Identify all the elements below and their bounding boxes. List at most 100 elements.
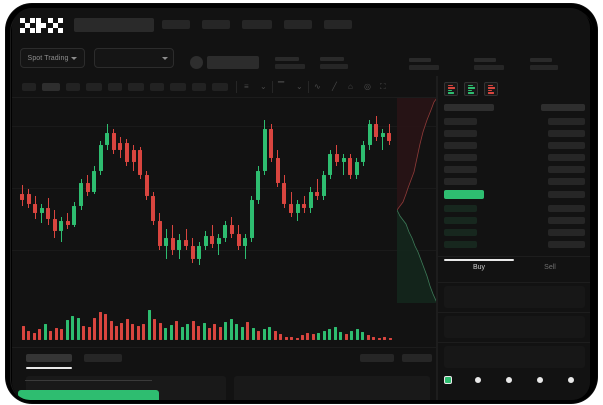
- timeframe-1[interactable]: [42, 83, 60, 91]
- volume-bar: [284, 337, 288, 340]
- timeframe-6[interactable]: [150, 83, 164, 91]
- orderbook-bid-size: [548, 217, 585, 224]
- bottom-tab-0[interactable]: [26, 354, 72, 362]
- timeframe-8[interactable]: [192, 83, 206, 91]
- okx-logo-icon[interactable]: [20, 18, 64, 33]
- timeframe-2[interactable]: [66, 83, 80, 91]
- indicators-icon[interactable]: ≡: [244, 82, 249, 91]
- orderbook-bids-bars: [467, 84, 475, 94]
- alert-icon[interactable]: ⌂: [348, 82, 353, 91]
- bottom-tab-1[interactable]: [84, 354, 122, 362]
- timeframe-5[interactable]: [128, 83, 144, 91]
- nav-item-1[interactable]: [202, 20, 230, 29]
- nav-item-4[interactable]: [324, 20, 352, 29]
- avatar: [190, 56, 203, 69]
- volume-bar: [350, 331, 354, 340]
- orderbook-ask-row[interactable]: [444, 130, 477, 137]
- submit-buy-button[interactable]: [18, 390, 159, 400]
- tab-sell[interactable]: Sell: [544, 264, 556, 271]
- timeframe-9[interactable]: [212, 83, 228, 91]
- orderbook-ask-size: [548, 178, 585, 185]
- amount-slider-node-4[interactable]: [568, 377, 574, 383]
- volume-bar: [361, 332, 365, 340]
- order-field-1[interactable]: [444, 316, 585, 338]
- bottom-tab-active-underline: [26, 367, 72, 369]
- volume-bar: [383, 337, 387, 340]
- amount-slider-node-1[interactable]: [475, 377, 481, 383]
- nav-item-0[interactable]: [162, 20, 190, 29]
- volume-bar: [235, 324, 239, 340]
- chart-type-icon[interactable]: ▔: [278, 82, 285, 91]
- tab-buy[interactable]: Buy: [472, 264, 486, 271]
- order-field-0[interactable]: [444, 286, 585, 308]
- volume-bar: [65, 320, 69, 340]
- chevron-down-icon: [71, 56, 78, 60]
- volume-bar: [38, 329, 42, 340]
- bottom-action-0[interactable]: [360, 354, 394, 362]
- volume-bar: [311, 334, 315, 340]
- order-field-2[interactable]: [444, 346, 585, 368]
- toolbar-divider-2: [272, 81, 273, 93]
- candlestick-chart[interactable]: [12, 98, 437, 303]
- orderbook-ask-row[interactable]: [444, 154, 477, 161]
- orderbook-header-size: [541, 104, 585, 111]
- bottom-action-1[interactable]: [402, 354, 432, 362]
- volume-bar: [164, 328, 168, 340]
- pair-select-dropdown[interactable]: [94, 48, 174, 68]
- line-tool-icon[interactable]: ∿: [314, 82, 321, 91]
- amount-slider-node-0[interactable]: [444, 376, 452, 384]
- app-screen: Spot Trading: [12, 8, 590, 400]
- buy-sell-tabs: Buy Sell: [438, 256, 590, 282]
- orderbook-bid-row[interactable]: [444, 205, 477, 212]
- orderbook-trade-panel: Buy Sell: [437, 76, 590, 400]
- volume-bar: [43, 324, 47, 340]
- orderbook-form-divider: [438, 256, 590, 257]
- settings-icon[interactable]: ◎: [364, 82, 371, 91]
- spot-trading-select[interactable]: Spot Trading: [20, 48, 85, 68]
- volume-bar: [279, 334, 283, 340]
- volume-bar: [22, 326, 25, 340]
- orderbook-ask-row[interactable]: [444, 118, 477, 125]
- timeframe-4[interactable]: [108, 83, 122, 91]
- orderbook-asks-bars: [487, 84, 495, 94]
- measure-icon[interactable]: ╱: [332, 82, 337, 91]
- volume-bar: [377, 338, 381, 340]
- volume-bar: [27, 331, 31, 340]
- timeframe-0[interactable]: [22, 83, 36, 91]
- timeframe-7[interactable]: [170, 83, 186, 91]
- orderbook-ask-row[interactable]: [444, 178, 477, 185]
- form-divider-1: [438, 282, 590, 283]
- volume-bar: [202, 323, 206, 340]
- amount-slider-node-2[interactable]: [506, 377, 512, 383]
- orderbook-both-icon[interactable]: [444, 82, 458, 96]
- fullscreen-icon[interactable]: ⛶: [380, 82, 386, 91]
- chart-toolbar: ≡ ⌄ ▔ ⌄ ∿ ╱ ⌂ ◎ ⛶: [12, 76, 437, 98]
- orderbook-ask-row[interactable]: [444, 166, 477, 173]
- orderbook-bid-row[interactable]: [444, 217, 477, 224]
- depth-chart-overlay: [397, 98, 437, 303]
- chevron-down-icon-2[interactable]: ⌄: [296, 82, 303, 91]
- amount-slider-track[interactable]: [25, 380, 152, 381]
- gridline-1: [12, 126, 437, 127]
- bottom-panel-right[interactable]: [234, 376, 430, 400]
- volume-bar: [306, 333, 310, 340]
- orderbook-ask-row[interactable]: [444, 142, 477, 149]
- timeframe-3[interactable]: [86, 83, 102, 91]
- header-stat-2: [530, 58, 558, 70]
- form-divider-2: [438, 312, 590, 313]
- orderbook-bid-row[interactable]: [444, 229, 477, 236]
- volume-bar: [180, 327, 184, 340]
- volume-bar: [98, 312, 102, 340]
- spot-trading-label: Spot Trading: [27, 54, 69, 62]
- orderbook-asks-icon[interactable]: [484, 82, 498, 96]
- nav-item-2[interactable]: [242, 20, 272, 29]
- global-search-input[interactable]: [74, 18, 154, 32]
- gridline-2: [12, 188, 437, 189]
- chevron-down-icon[interactable]: ⌄: [260, 82, 267, 91]
- header-stat-2-value: [530, 65, 558, 70]
- nav-item-3[interactable]: [284, 20, 312, 29]
- orderbook-bids-icon[interactable]: [464, 82, 478, 96]
- volume-bar: [355, 329, 359, 340]
- orderbook-bid-row[interactable]: [444, 241, 477, 248]
- amount-slider-node-3[interactable]: [537, 377, 543, 383]
